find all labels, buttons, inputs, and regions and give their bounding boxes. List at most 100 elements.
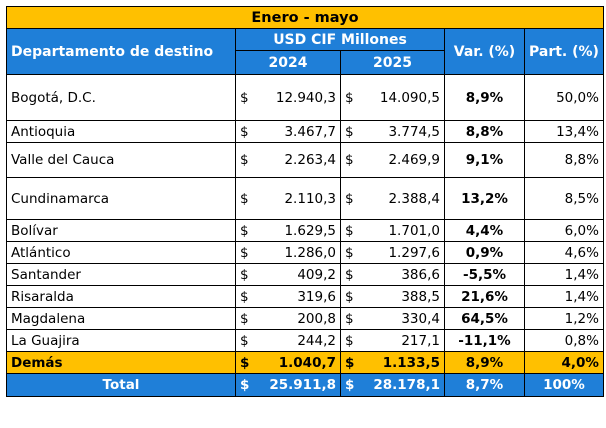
- currency-2025-cell: $: [340, 263, 363, 286]
- currency-2024-cell: $: [235, 74, 258, 121]
- value-2025-cell: 1.133,5: [362, 351, 445, 374]
- value-2024-cell: 409,2: [257, 263, 341, 286]
- department-cell: Risaralda: [6, 285, 236, 308]
- value-2025-cell: 3.774,5: [362, 120, 445, 143]
- table-row: Atlántico $1.286,0 $1.297,6 0,9% 4,6%: [6, 241, 604, 264]
- var-header: Var. (%): [444, 28, 525, 75]
- department-header: Departamento de destino: [6, 28, 236, 75]
- currency-2025-cell: $: [340, 219, 363, 242]
- value-2025-cell: 386,6: [362, 263, 445, 286]
- department-cell: Atlántico: [6, 241, 236, 264]
- currency-2024-cell: $: [235, 307, 258, 330]
- variation-cell: 64,5%: [444, 307, 525, 330]
- header-row-1: Departamento de destino USD CIF Millones…: [6, 28, 604, 75]
- share-cell: 1,2%: [524, 307, 604, 330]
- share-cell: 13,4%: [524, 120, 604, 143]
- currency-2025-cell: $: [340, 74, 363, 121]
- currency-2024-cell: $: [235, 241, 258, 264]
- share-cell: 1,4%: [524, 263, 604, 286]
- department-cell: Demás: [6, 351, 236, 374]
- share-cell: 0,8%: [524, 329, 604, 352]
- period-banner: Enero - mayo: [6, 6, 604, 29]
- value-2024-cell: 1.629,5: [257, 219, 341, 242]
- variation-cell: -11,1%: [444, 329, 525, 352]
- currency-2025-cell: $: [340, 351, 363, 374]
- department-cell: Santander: [6, 263, 236, 286]
- value-2024-cell: 25.911,8: [257, 373, 341, 397]
- variation-cell: 4,4%: [444, 219, 525, 242]
- table-row: Bolívar $1.629,5 $1.701,0 4,4% 6,0%: [6, 219, 604, 242]
- currency-2025-cell: $: [340, 307, 363, 330]
- value-2025-cell: 28.178,1: [362, 373, 445, 397]
- banner-row: Enero - mayo: [6, 6, 604, 29]
- value-2025-cell: 1.297,6: [362, 241, 445, 264]
- variation-cell: 8,9%: [444, 351, 525, 374]
- variation-cell: 13,2%: [444, 177, 525, 220]
- variation-cell: -5,5%: [444, 263, 525, 286]
- currency-2024-cell: $: [235, 285, 258, 308]
- table-row: Magdalena $200,8 $330,4 64,5% 1,2%: [6, 307, 604, 330]
- variation-cell: 8,9%: [444, 74, 525, 121]
- usd-cif-header: USD CIF Millones: [235, 28, 445, 51]
- currency-2024-cell: $: [235, 177, 258, 220]
- value-2025-cell: 14.090,5: [362, 74, 445, 121]
- value-2024-cell: 2.110,3: [257, 177, 341, 220]
- table-row: Bogotá, D.C. $12.940,3 $14.090,5 8,9% 50,0%: [6, 74, 604, 121]
- share-cell: 6,0%: [524, 219, 604, 242]
- value-2024-cell: 244,2: [257, 329, 341, 352]
- share-cell: 1,4%: [524, 285, 604, 308]
- department-cell: Cundinamarca: [6, 177, 236, 220]
- share-cell: 4,6%: [524, 241, 604, 264]
- share-cell: 100%: [524, 373, 604, 397]
- department-cell: Antioquia: [6, 120, 236, 143]
- table-row: Cundinamarca $2.110,3 $2.388,4 13,2% 8,5%: [6, 177, 604, 220]
- table-row: Antioquia $3.467,7 $3.774,5 8,8% 13,4%: [6, 120, 604, 143]
- value-2025-cell: 2.469,9: [362, 142, 445, 178]
- currency-2025-cell: $: [340, 120, 363, 143]
- share-cell: 8,5%: [524, 177, 604, 220]
- value-2024-cell: 12.940,3: [257, 74, 341, 121]
- currency-2025-cell: $: [340, 329, 363, 352]
- total-row: Total $25.911,8 $28.178,1 8,7% 100%: [6, 373, 604, 397]
- department-cell: Valle del Cauca: [6, 142, 236, 178]
- currency-2024-cell: $: [235, 351, 258, 374]
- department-cell: La Guajira: [6, 329, 236, 352]
- currency-2025-cell: $: [340, 373, 363, 397]
- currency-2025-cell: $: [340, 142, 363, 178]
- value-2024-cell: 3.467,7: [257, 120, 341, 143]
- value-2024-cell: 1.286,0: [257, 241, 341, 264]
- department-cell: Bolívar: [6, 219, 236, 242]
- variation-cell: 0,9%: [444, 241, 525, 264]
- year-2025-header: 2025: [340, 50, 445, 75]
- currency-2025-cell: $: [340, 177, 363, 220]
- currency-2024-cell: $: [235, 219, 258, 242]
- part-header: Part. (%): [524, 28, 604, 75]
- variation-cell: 21,6%: [444, 285, 525, 308]
- department-cell: Total: [6, 373, 236, 397]
- value-2025-cell: 2.388,4: [362, 177, 445, 220]
- department-cell: Magdalena: [6, 307, 236, 330]
- variation-cell: 9,1%: [444, 142, 525, 178]
- currency-2024-cell: $: [235, 142, 258, 178]
- share-cell: 50,0%: [524, 74, 604, 121]
- table-row: Risaralda $319,6 $388,5 21,6% 1,4%: [6, 285, 604, 308]
- value-2024-cell: 2.263,4: [257, 142, 341, 178]
- currency-2025-cell: $: [340, 241, 363, 264]
- value-2025-cell: 217,1: [362, 329, 445, 352]
- variation-cell: 8,7%: [444, 373, 525, 397]
- department-cell: Bogotá, D.C.: [6, 74, 236, 121]
- exports-table: Enero - mayo Departamento de destino USD…: [6, 6, 604, 397]
- share-cell: 8,8%: [524, 142, 604, 178]
- currency-2024-cell: $: [235, 120, 258, 143]
- table-row: Santander $409,2 $386,6 -5,5% 1,4%: [6, 263, 604, 286]
- variation-cell: 8,8%: [444, 120, 525, 143]
- currency-2024-cell: $: [235, 373, 258, 397]
- value-2025-cell: 388,5: [362, 285, 445, 308]
- year-2024-header: 2024: [235, 50, 341, 75]
- currency-2025-cell: $: [340, 285, 363, 308]
- value-2025-cell: 1.701,0: [362, 219, 445, 242]
- table-row: La Guajira $244,2 $217,1 -11,1% 0,8%: [6, 329, 604, 352]
- table-row: Valle del Cauca $2.263,4 $2.469,9 9,1% 8,8%: [6, 142, 604, 178]
- demas-row: Demás $1.040,7 $1.133,5 8,9% 4,0%: [6, 351, 604, 374]
- value-2024-cell: 200,8: [257, 307, 341, 330]
